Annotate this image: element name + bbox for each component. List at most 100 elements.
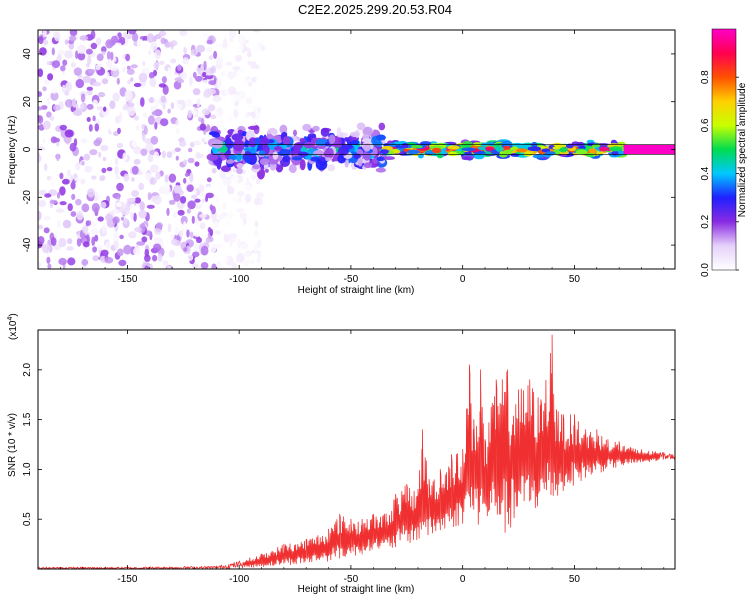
spectrogram-cell	[86, 220, 92, 226]
spectrogram-cell	[204, 135, 210, 143]
spectrogram-xtick-label: -100	[229, 274, 249, 285]
spectrogram-cell	[69, 35, 77, 42]
spectrogram-cell	[98, 91, 106, 98]
spectrogram-cell	[254, 244, 258, 253]
spectrogram-cell	[249, 259, 255, 265]
spectrogram-cell	[436, 153, 444, 159]
spectrogram-xlabel: Height of straight line (km)	[298, 285, 415, 296]
spectrogram-cell	[153, 195, 162, 205]
spectrogram-cell	[170, 124, 179, 129]
spectrogram-cell	[544, 151, 556, 156]
spectrogram-cell	[92, 115, 96, 122]
spectrogram-cell	[201, 108, 211, 116]
spectrogram-cell	[175, 119, 179, 127]
spectrogram-cell	[169, 234, 175, 239]
snr-ytick-label: 0.5	[22, 512, 33, 526]
spectrogram-cell	[351, 140, 360, 145]
spectrogram-cell	[113, 131, 119, 137]
spectrogram-cell	[87, 69, 96, 74]
spectrogram-cell	[196, 98, 201, 108]
spectrogram-cell	[136, 241, 146, 246]
spectrogram-cell	[67, 257, 76, 266]
spectrogram-cell	[38, 115, 44, 124]
spectrogram-cell	[225, 137, 232, 149]
snr-xtick-label: 50	[569, 574, 581, 585]
spectrogram-cell	[187, 109, 192, 119]
spectrogram-cell	[236, 167, 243, 175]
spectrogram-cell	[104, 256, 114, 264]
spectrogram-cell	[138, 182, 144, 191]
spectrogram-cell	[332, 142, 342, 148]
spectrogram-cell	[38, 200, 47, 208]
spectrogram-cell	[123, 217, 128, 225]
spectrogram-cell	[65, 82, 71, 90]
spectrogram-cell	[149, 77, 157, 87]
spectrogram-cell	[75, 198, 82, 206]
spectrogram-cell	[229, 240, 233, 247]
spectrogram-cell	[245, 97, 253, 104]
spectrogram-cell	[235, 208, 245, 213]
spectrogram-cell	[380, 149, 389, 155]
spectrogram-cell	[252, 30, 261, 33]
spectrogram-cell	[328, 134, 336, 144]
spectrogram-cell	[39, 47, 47, 56]
snr-scale-prefix: (x10	[8, 320, 19, 340]
spectrogram-cell	[41, 243, 51, 254]
spectrogram-cell	[215, 43, 224, 48]
spectrogram-cell	[363, 143, 371, 152]
spectrogram-cell	[344, 158, 349, 168]
spectrogram-cell	[133, 158, 141, 165]
spectrogram-cell	[192, 88, 201, 96]
spectrogram-cell	[170, 58, 177, 64]
spectrogram-cell	[64, 129, 74, 138]
spectrogram-cell	[69, 30, 78, 37]
spectrogram-cell	[130, 77, 134, 82]
spectrogram-cell	[95, 64, 101, 71]
spectrogram-cell	[166, 151, 173, 159]
spectrogram-cell	[222, 39, 228, 49]
spectrogram-cell	[106, 51, 111, 60]
spectrogram-cell	[233, 108, 239, 119]
spectrogram-cell	[54, 31, 61, 42]
spectrogram-cell	[96, 53, 104, 62]
spectrogram-line-band	[623, 144, 675, 155]
spectrogram-cell	[461, 147, 476, 152]
spectrogram-cell	[226, 159, 235, 164]
spectrogram-cell	[144, 265, 149, 269]
spectrogram-cell	[71, 224, 78, 231]
snr-ticks: -150 -100 -50 0 50 0.5 1.0 1.5 2.0	[22, 330, 675, 585]
spectrogram-cell	[609, 146, 623, 152]
spectrogram-cell	[145, 143, 154, 153]
spectrogram-cell	[199, 123, 207, 131]
spectrogram-cell	[222, 211, 228, 217]
spectrogram-cell	[254, 229, 260, 238]
spectrogram-cell	[139, 201, 145, 211]
spectrogram-cell	[119, 36, 126, 43]
spectrogram-cell	[96, 245, 104, 250]
spectrogram-cell	[223, 234, 231, 243]
spectrogram-cell	[180, 71, 188, 80]
spectrogram-cell	[246, 50, 252, 58]
spectrogram-cell	[252, 89, 257, 97]
spectrogram-cell	[127, 30, 137, 35]
spectrogram-cell	[59, 172, 64, 180]
spectrogram-cell	[75, 78, 85, 89]
spectrogram-cell	[194, 161, 200, 167]
spectrogram-cell	[153, 151, 159, 159]
spectrogram-cell	[71, 193, 76, 200]
spectrogram-cell	[299, 159, 306, 171]
spectrogram-cell	[123, 173, 130, 182]
spectrogram-cell	[211, 167, 217, 174]
spectrogram-cell	[47, 73, 54, 81]
spectrogram-cell	[210, 114, 217, 120]
spectrogram-cell	[44, 193, 52, 198]
colorbar-label: Normalized spectral amplitude	[737, 82, 748, 217]
spectrogram-cell	[86, 62, 90, 68]
spectrogram-cell	[194, 198, 201, 203]
spectrogram-cell	[121, 216, 124, 221]
spectrogram-cell	[245, 233, 250, 242]
spectrogram-cell	[55, 208, 64, 213]
spectrogram-cell	[177, 64, 182, 71]
spectrogram-cell	[106, 71, 110, 81]
spectrogram-cell	[144, 254, 151, 262]
